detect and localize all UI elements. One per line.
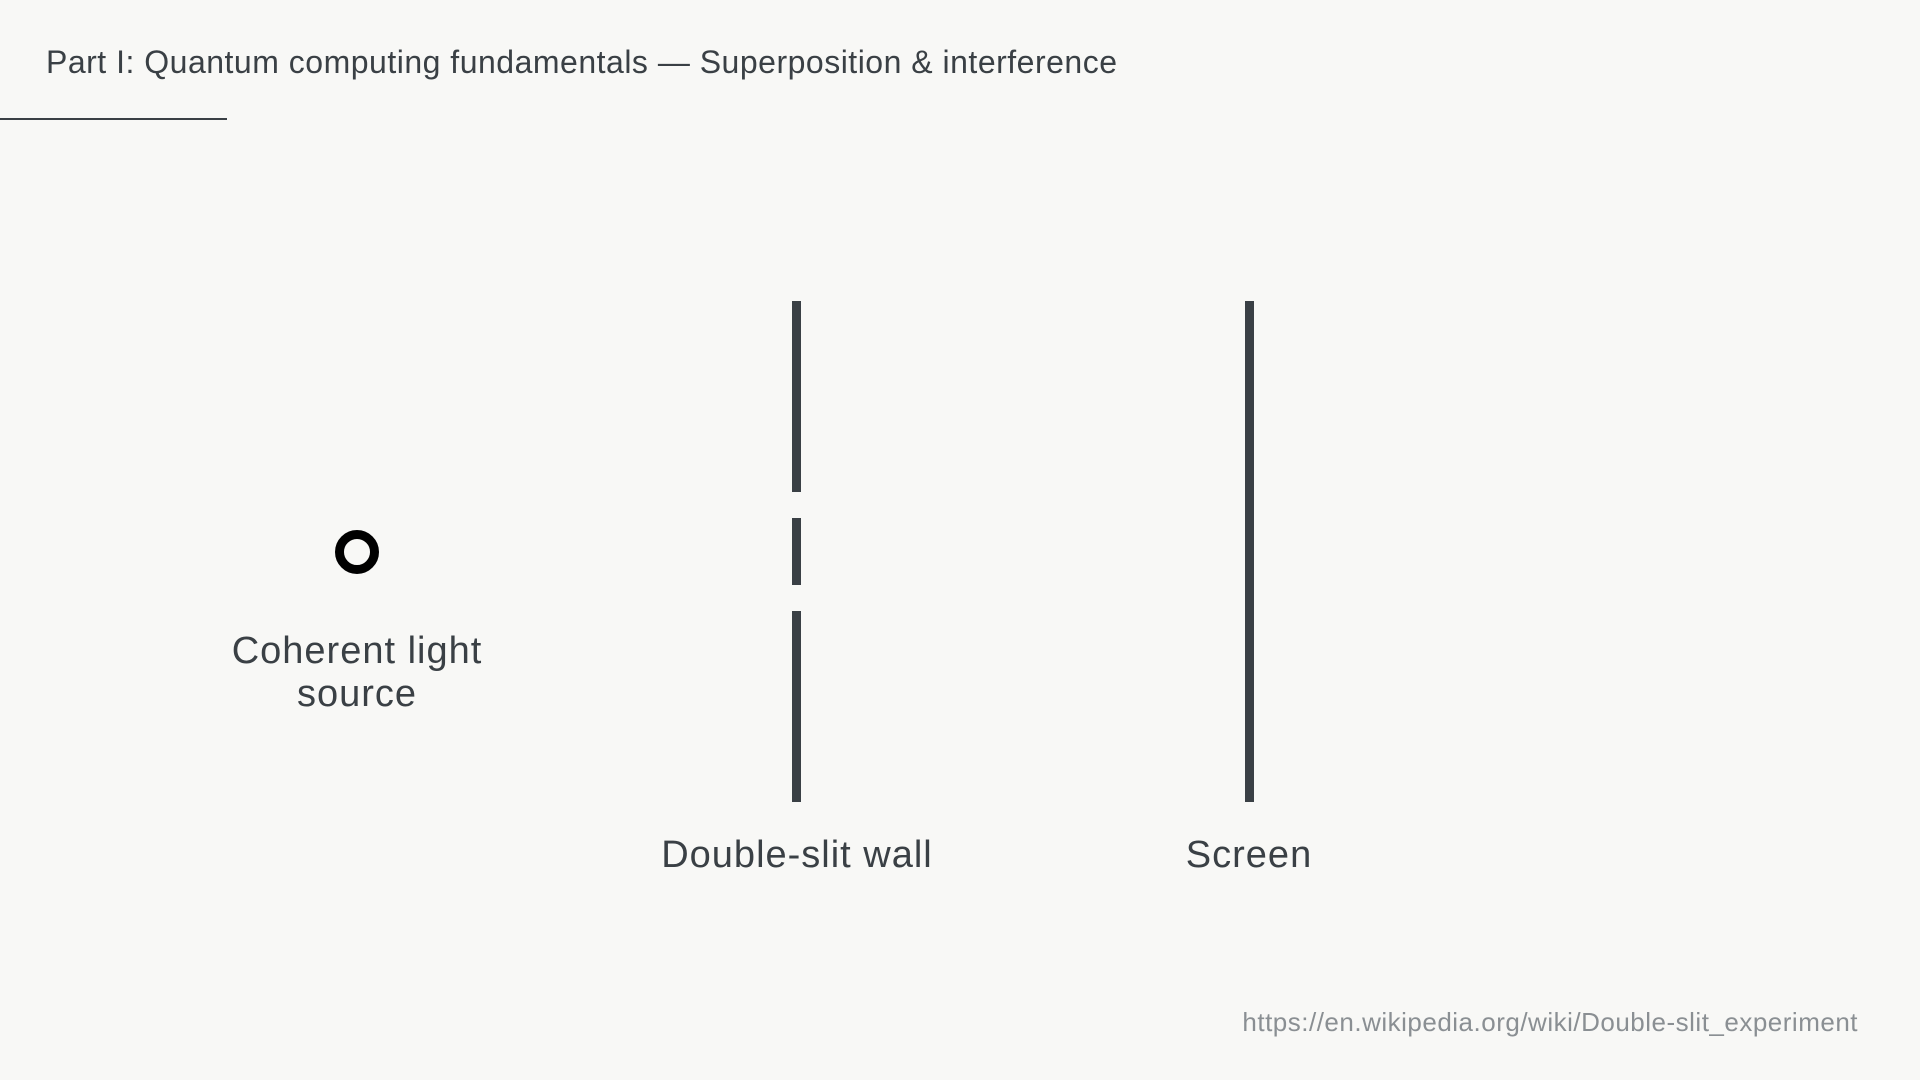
wall-lower-segment	[792, 611, 801, 802]
page-title: Part I: Quantum computing fundamentals —…	[46, 44, 1118, 80]
screen-line	[1245, 301, 1254, 802]
source-url: https://en.wikipedia.org/wiki/Double-sli…	[1242, 1007, 1858, 1037]
wall-upper-segment	[792, 301, 801, 492]
light-source-icon	[335, 530, 379, 574]
double-slit-wall-label: Double-slit wall	[661, 834, 933, 876]
light-source-label-line2: source	[296, 673, 418, 715]
title-underline	[0, 118, 227, 120]
light-source-label: Coherent light source	[207, 630, 507, 716]
light-source-label-line1: Coherent light	[231, 630, 483, 672]
wall-middle-segment	[792, 518, 801, 585]
screen-label: Screen	[1185, 834, 1313, 876]
